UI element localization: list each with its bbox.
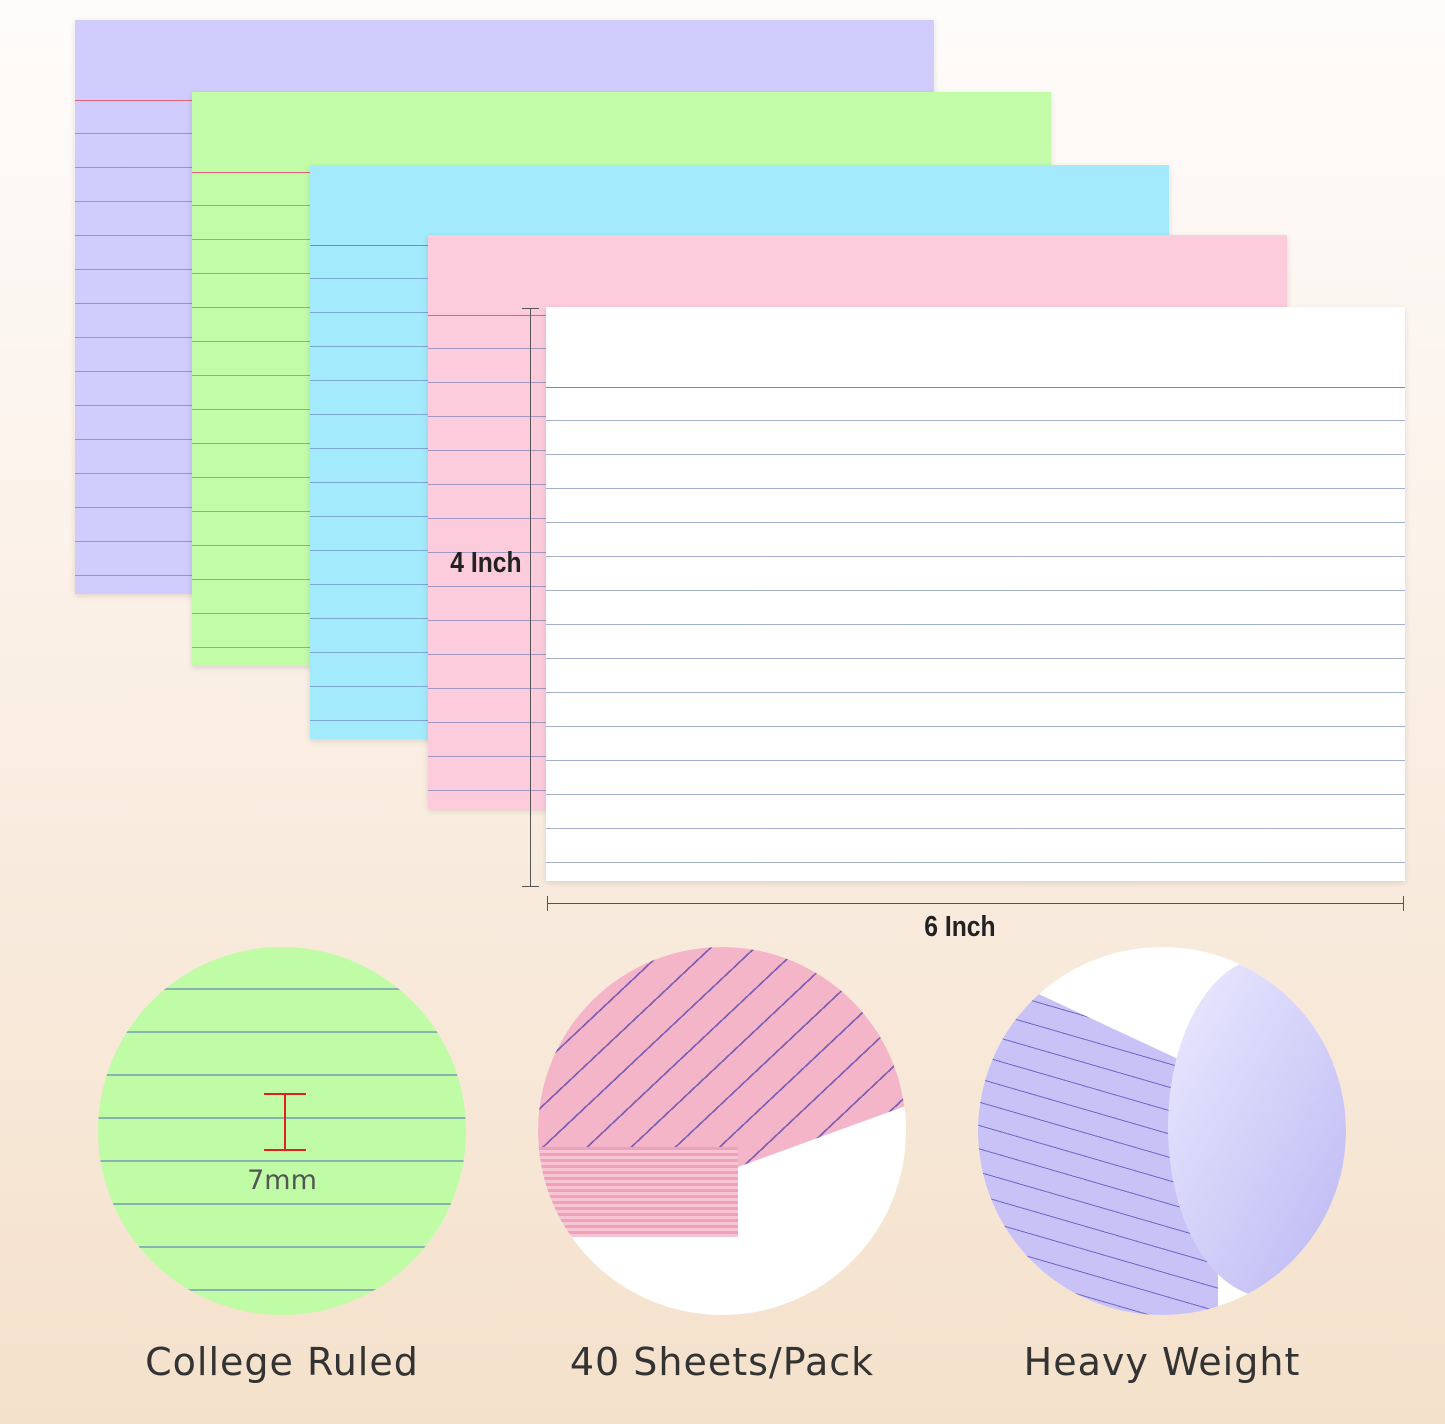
width-tick-left xyxy=(547,896,548,911)
index-card-white xyxy=(546,307,1405,881)
college-ruled-closeup: 7mm xyxy=(98,947,466,1315)
feature-label-college-ruled: College Ruled xyxy=(145,1340,419,1384)
height-tick-bottom xyxy=(522,886,539,887)
width-tick-right xyxy=(1403,896,1404,911)
spacing-marker xyxy=(284,1093,286,1151)
width-label: 6 Inch xyxy=(924,911,996,943)
height-label: 4 Inch xyxy=(450,547,522,579)
height-tick-top xyxy=(522,308,539,309)
heavy-weight-closeup xyxy=(978,947,1346,1315)
feature-label-sheets-per-pack: 40 Sheets/Pack xyxy=(569,1340,875,1384)
spacing-label: 7mm xyxy=(247,1165,317,1196)
width-dimension-line xyxy=(547,903,1403,904)
feature-label-heavy-weight: Heavy Weight xyxy=(1023,1340,1301,1384)
sheet-stack-closeup xyxy=(538,947,906,1315)
height-dimension-line xyxy=(530,308,531,886)
